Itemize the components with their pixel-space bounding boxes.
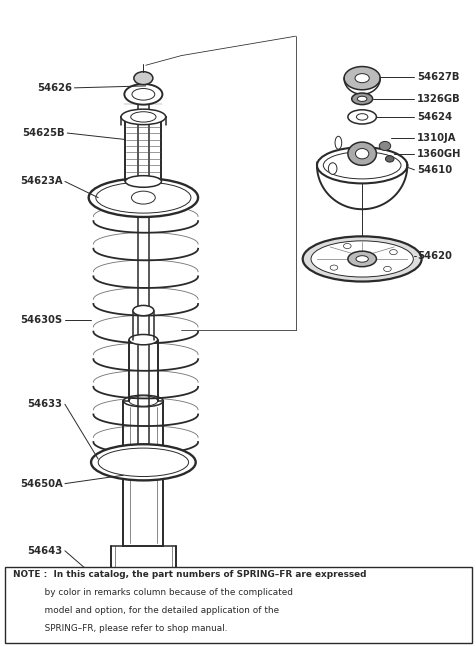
Text: 1310JA: 1310JA — [416, 133, 456, 143]
Ellipse shape — [96, 182, 190, 213]
Ellipse shape — [134, 72, 153, 85]
Ellipse shape — [129, 396, 157, 406]
Ellipse shape — [125, 175, 161, 187]
Ellipse shape — [354, 74, 368, 83]
Ellipse shape — [329, 265, 337, 270]
Ellipse shape — [343, 67, 379, 90]
Text: 54627B: 54627B — [416, 72, 458, 82]
Ellipse shape — [133, 305, 154, 316]
Ellipse shape — [129, 334, 157, 345]
Text: NOTE :  In this catalog, the part numbers of SPRING–FR are expressed: NOTE : In this catalog, the part numbers… — [12, 570, 365, 579]
Ellipse shape — [98, 448, 188, 476]
Text: SPRING–FR, please refer to shop manual.: SPRING–FR, please refer to shop manual. — [12, 624, 227, 633]
Ellipse shape — [302, 236, 421, 281]
Text: 54630S: 54630S — [20, 315, 62, 325]
Ellipse shape — [91, 444, 195, 480]
Text: 54633: 54633 — [28, 399, 62, 409]
FancyBboxPatch shape — [5, 567, 471, 643]
Ellipse shape — [383, 267, 390, 272]
Text: 54650A: 54650A — [20, 479, 62, 488]
Text: 1326GB: 1326GB — [416, 94, 459, 104]
Ellipse shape — [334, 137, 341, 149]
Ellipse shape — [124, 84, 162, 105]
Ellipse shape — [130, 112, 156, 122]
Ellipse shape — [310, 241, 412, 277]
Text: model and option, for the detailed application of the: model and option, for the detailed appli… — [12, 606, 278, 615]
Ellipse shape — [389, 250, 397, 255]
Text: 54624: 54624 — [416, 112, 451, 122]
Ellipse shape — [378, 142, 390, 151]
Text: 54626: 54626 — [37, 83, 72, 93]
Text: 54610: 54610 — [416, 165, 451, 175]
Ellipse shape — [132, 89, 155, 100]
Ellipse shape — [351, 93, 372, 105]
Text: by color in remarks column because of the complicated: by color in remarks column because of th… — [12, 588, 292, 597]
Ellipse shape — [121, 109, 165, 125]
Ellipse shape — [89, 178, 198, 217]
Ellipse shape — [343, 243, 350, 248]
Ellipse shape — [385, 156, 393, 162]
Ellipse shape — [347, 142, 376, 166]
Ellipse shape — [131, 191, 155, 204]
Ellipse shape — [347, 251, 376, 267]
Ellipse shape — [355, 149, 368, 159]
Ellipse shape — [347, 110, 376, 124]
Text: 54643: 54643 — [27, 546, 62, 556]
Text: 54625B: 54625B — [22, 128, 65, 138]
Text: 54620: 54620 — [416, 250, 451, 261]
Ellipse shape — [355, 256, 367, 262]
Text: 54623A: 54623A — [20, 177, 62, 186]
Ellipse shape — [90, 567, 103, 576]
Ellipse shape — [357, 96, 366, 102]
Ellipse shape — [137, 581, 149, 589]
Text: 1360GH: 1360GH — [416, 149, 460, 159]
Ellipse shape — [327, 163, 336, 174]
Ellipse shape — [123, 395, 163, 407]
Ellipse shape — [317, 148, 407, 183]
Ellipse shape — [356, 114, 367, 120]
Ellipse shape — [323, 152, 400, 179]
